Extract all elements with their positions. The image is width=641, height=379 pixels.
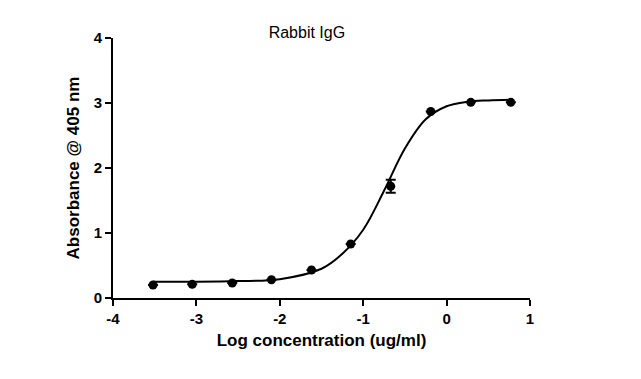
svg-text:-3: -3 (190, 310, 203, 327)
svg-text:1: 1 (94, 224, 102, 241)
svg-text:-1: -1 (357, 310, 370, 327)
svg-text:Rabbit IgG: Rabbit IgG (269, 24, 345, 41)
svg-text:1: 1 (526, 310, 534, 327)
svg-text:-4: -4 (106, 310, 120, 327)
svg-text:0: 0 (94, 289, 102, 306)
svg-text:4: 4 (94, 29, 103, 46)
svg-text:-2: -2 (273, 310, 286, 327)
svg-text:0: 0 (442, 310, 450, 327)
svg-text:Log concentration (ug/ml): Log concentration (ug/ml) (217, 331, 427, 350)
svg-text:Absorbance @ 405 nm: Absorbance @ 405 nm (64, 77, 83, 260)
svg-text:3: 3 (94, 94, 102, 111)
svg-text:2: 2 (94, 159, 102, 176)
